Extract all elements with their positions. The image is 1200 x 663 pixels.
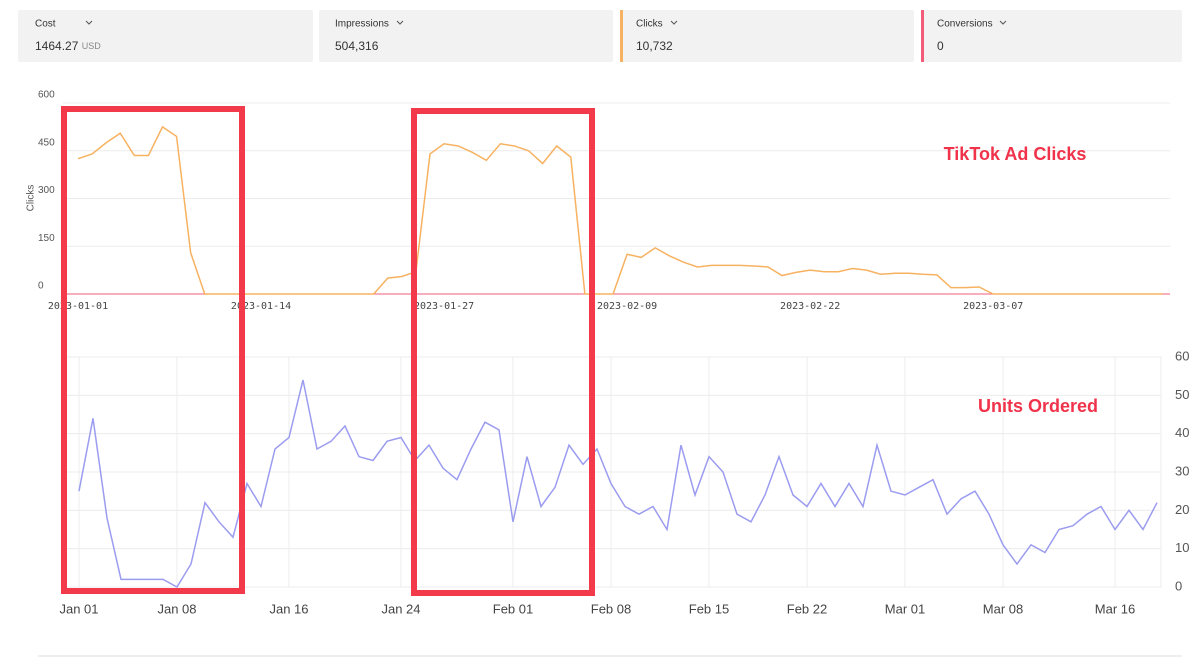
x-tick-label: Jan 08 [157,601,196,616]
y-tick-label: 50 [1175,387,1189,402]
y-tick-label: 10 [1175,540,1189,555]
x-tick-label: Mar 01 [885,601,925,616]
annotation: Units Ordered [978,396,1098,416]
x-tick-label: Feb 22 [787,601,827,616]
y-tick-label: 20 [1175,502,1189,517]
x-tick-label: Mar 08 [983,601,1023,616]
metric-card[interactable] [620,10,914,62]
y-axis-label: Clicks [26,185,37,212]
metric-value: 10,732 [636,39,673,53]
metric-label: Cost [35,19,56,30]
chevron[interactable] [999,20,1007,25]
x-tick-label: Jan 01 [59,601,98,616]
y-tick-label: 150 [38,233,55,244]
metric-card[interactable] [18,10,313,62]
x-tick-label: Feb 15 [689,601,729,616]
metric-value: 504,316 [335,39,379,53]
metric-value: 1464.27 USD [35,39,101,53]
x-tick-label: Mar 16 [1095,601,1135,616]
annotation: TikTok Ad Clicks [944,144,1087,164]
x-tick-label: 2023-01-14 [231,301,291,312]
metric-label: Conversions [937,19,993,30]
metric-card[interactable] [921,10,1182,62]
x-tick-label: 2023-01-27 [414,301,474,312]
chevron[interactable] [85,20,93,25]
x-tick-label: Feb 08 [591,601,631,616]
x-tick-label: 2023-01-01 [48,301,108,312]
card-accent [620,10,623,62]
x-tick-label: 2023-02-09 [597,301,657,312]
x-tick-label: Jan 16 [269,601,308,616]
card-accent [921,10,924,62]
data-line [77,125,1163,295]
y-tick-label: 60 [1175,348,1189,363]
x-tick-label: 2023-03-07 [963,301,1023,312]
metric-label: Impressions [335,19,389,30]
y-tick-label: 450 [38,137,55,148]
metric-value: 0 [937,39,944,53]
y-tick-label: 0 [1175,578,1182,593]
data-line [78,379,1158,589]
highlight-box [411,108,595,596]
unit: USD [82,41,102,51]
chevron[interactable] [670,20,678,25]
y-tick-label: 600 [38,90,55,101]
x-tick-label: Feb 01 [493,601,533,616]
value: 1464.27 [35,39,79,53]
metric-card[interactable] [319,10,613,62]
y-tick-label: 30 [1175,463,1189,478]
y-tick-label: 300 [38,185,55,196]
x-tick-label: 2023-02-22 [780,301,840,312]
x-tick-label: Jan 24 [381,601,420,616]
y-tick-label: 40 [1175,425,1189,440]
chevron[interactable] [396,20,404,25]
highlight-box [61,106,245,594]
y-tick-label: 0 [38,281,44,292]
metric-label: Clicks [636,19,663,30]
